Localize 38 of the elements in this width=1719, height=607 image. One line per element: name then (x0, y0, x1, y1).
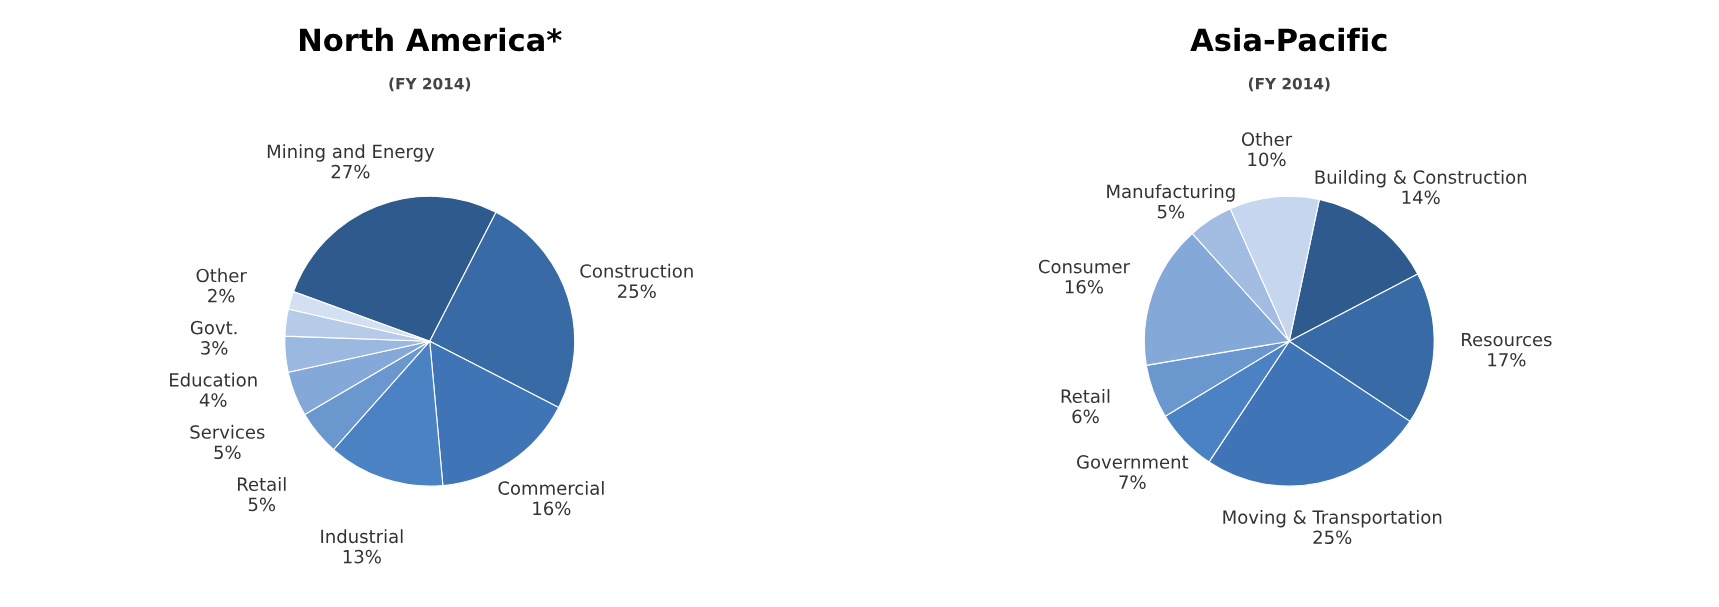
chart-subtitle: (FY 2014) (389, 77, 471, 92)
data-label: 2% (208, 288, 235, 303)
chart-title: Asia-Pacific (1190, 27, 1387, 52)
slice-label: Government (1077, 455, 1189, 469)
slice-label: Mining and Energy (267, 144, 435, 162)
data-label: 10% (1248, 152, 1286, 167)
chart-subtitle: (FY 2014) (1248, 77, 1330, 92)
data-label: 7% (1119, 475, 1146, 489)
data-label: 16% (533, 501, 571, 516)
slice-label: Resources (1462, 332, 1552, 347)
data-label: 27% (331, 164, 370, 179)
data-label: 6% (1072, 409, 1099, 424)
slice-label: Moving & Transportation (1223, 509, 1442, 528)
slice-label: Manufacturing (1107, 184, 1235, 202)
slice-label: Govt. (190, 320, 237, 335)
slice-label: Services (190, 424, 265, 439)
slice-label: Education (170, 372, 257, 387)
slice-label: Consumer (1038, 259, 1130, 274)
slice-label: Building & Construction (1315, 169, 1527, 188)
data-label: 25% (1313, 530, 1352, 545)
chart-title: North America* (300, 27, 562, 52)
data-label: 5% (214, 445, 241, 460)
data-label: 5% (248, 497, 276, 512)
slice-label: Other (196, 268, 247, 283)
data-label: 14% (1402, 190, 1440, 205)
slice-label: Industrial (321, 529, 403, 544)
data-label: 3% (201, 341, 228, 355)
data-label: 5% (1157, 204, 1185, 219)
data-label: 13% (343, 549, 381, 564)
slice-label: Retail (237, 477, 286, 492)
data-label: 4% (199, 393, 227, 407)
slice-label: Other (1241, 132, 1293, 147)
data-label: 25% (618, 284, 656, 299)
data-label: 16% (1065, 279, 1103, 294)
slice-label: Commercial (498, 480, 604, 495)
data-label: 17% (1488, 352, 1526, 367)
slice-label: Construction (580, 263, 693, 278)
slice-label: Retail (1061, 389, 1110, 404)
